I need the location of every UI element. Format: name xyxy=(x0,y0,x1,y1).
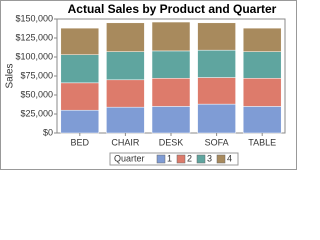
chart: Actual Sales by Product and Quarter Sale… xyxy=(0,0,297,170)
x-tick-label: SOFA xyxy=(205,137,229,147)
bar-segment xyxy=(242,106,282,134)
bar-segment xyxy=(151,50,191,79)
legend-label: 2 xyxy=(187,153,192,163)
legend-swatch xyxy=(196,154,206,164)
legend-swatch xyxy=(156,154,166,164)
bar-segment xyxy=(106,106,145,134)
bar-segment xyxy=(151,106,191,134)
y-tick-label: $150,000 xyxy=(15,13,53,23)
x-tick-label: BED xyxy=(71,137,90,147)
y-tick-label: $100,000 xyxy=(15,51,53,61)
bar-segment xyxy=(60,54,100,84)
bar-segment xyxy=(106,51,145,81)
bar-segment xyxy=(106,22,145,52)
bar-segment xyxy=(197,77,236,105)
bar-segment xyxy=(197,49,236,78)
chart-title: Actual Sales by Product and Quarter xyxy=(68,2,277,16)
bar-segment xyxy=(151,78,191,107)
bar-segment xyxy=(242,27,282,52)
bar-segment xyxy=(60,27,100,55)
legend-label: 3 xyxy=(207,153,212,163)
legend-label: 4 xyxy=(227,153,232,163)
bar-segment xyxy=(197,22,236,51)
bar-segment xyxy=(60,109,100,134)
bar-segment xyxy=(60,82,100,111)
y-tick-label: $0 xyxy=(43,127,53,137)
bar-segment xyxy=(106,79,145,108)
y-tick-label: $75,000 xyxy=(20,70,53,80)
y-axis-label: Sales xyxy=(5,63,16,88)
bar-segment xyxy=(242,51,282,79)
x-tick-label: CHAIR xyxy=(111,137,140,147)
legend-title: Quarter xyxy=(114,153,145,163)
legend-label: 1 xyxy=(167,153,172,163)
legend-swatch xyxy=(176,154,186,164)
bar-segment xyxy=(151,21,191,52)
legend-box xyxy=(109,152,239,166)
bar-segment xyxy=(197,103,236,134)
legend-swatch xyxy=(216,154,226,164)
y-tick-label: $25,000 xyxy=(20,108,53,118)
bar-segment xyxy=(242,78,282,107)
y-tick-label: $125,000 xyxy=(15,32,53,42)
x-tick-label: DESK xyxy=(159,137,184,147)
x-tick-label: TABLE xyxy=(248,137,276,147)
y-tick-label: $50,000 xyxy=(20,89,53,99)
